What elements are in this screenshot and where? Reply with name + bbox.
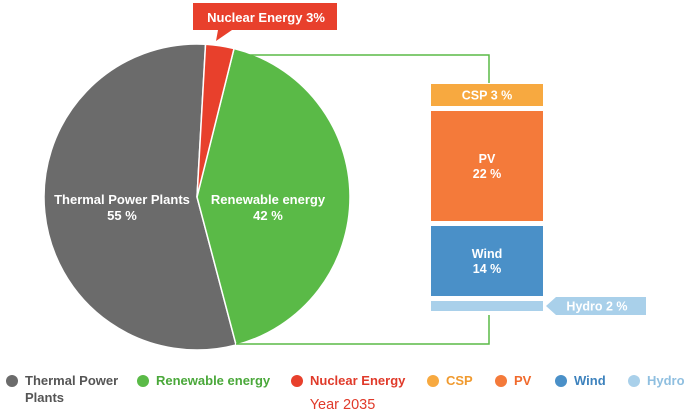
chart-caption: Year 2035 [309,397,376,413]
legend-dot-thermal [6,375,18,387]
legend-dot-wind [555,375,567,387]
legend-dot-pv [495,375,507,387]
legend-dot-renewable [137,375,149,387]
legend-label-nuclear: Nuclear Energy [310,373,406,388]
legend-dot-hydro [628,375,640,387]
pie-slice-nuclear [196,43,235,198]
bar-segment-csp [431,84,543,106]
label-thermal-name: Thermal Power Plants [54,192,190,207]
hydro-callout-box [546,297,646,315]
label-csp: CSP 3 % [462,89,513,103]
label-pv-value: 22 % [473,167,502,181]
legend-item-hydro: Hydro [628,372,685,389]
label-nuclear: Nuclear Energy 3% [207,10,325,25]
bar-segment-wind [431,226,543,296]
legend-dot-csp [427,375,439,387]
legend-label-thermal: Thermal Power Plants [25,373,119,405]
legend-label-renewable: Renewable energy [156,373,271,388]
label-thermal-value: 55 % [107,208,137,223]
connector-bottom [236,315,490,345]
label-wind-value: 14 % [473,262,502,276]
connector-lines [236,54,490,345]
bar-segment-hydro [431,301,543,311]
legend: Thermal Power Plants Renewable energy Nu… [0,372,685,412]
label-renewable-value: 42 % [253,208,283,223]
pie-slice-renewable [196,47,351,346]
legend-item-nuclear: Nuclear Energy [291,372,405,389]
legend-label-hydro: Hydro [647,373,685,388]
legend-label-csp: CSP [446,373,473,388]
legend-label-pv: PV [514,373,532,388]
label-pv-name: PV [479,152,496,166]
label-wind-name: Wind [472,247,502,261]
legend-item-renewable: Renewable energy [137,372,270,389]
legend-label-wind: Wind [574,373,606,388]
bar-segment-pv [431,111,543,221]
legend-item-wind: Wind [555,372,606,389]
legend-item-csp: CSP [427,372,473,389]
label-hydro: Hydro 2 % [566,300,627,314]
legend-dot-nuclear [291,375,303,387]
pie-slice-thermal [43,43,238,351]
nuclear-callout-box [193,3,337,41]
legend-item-pv: PV [495,372,531,389]
legend-item-thermal: Thermal Power Plants [6,372,136,406]
connector-top [236,54,490,83]
label-renewable-name: Renewable energy [211,192,326,207]
